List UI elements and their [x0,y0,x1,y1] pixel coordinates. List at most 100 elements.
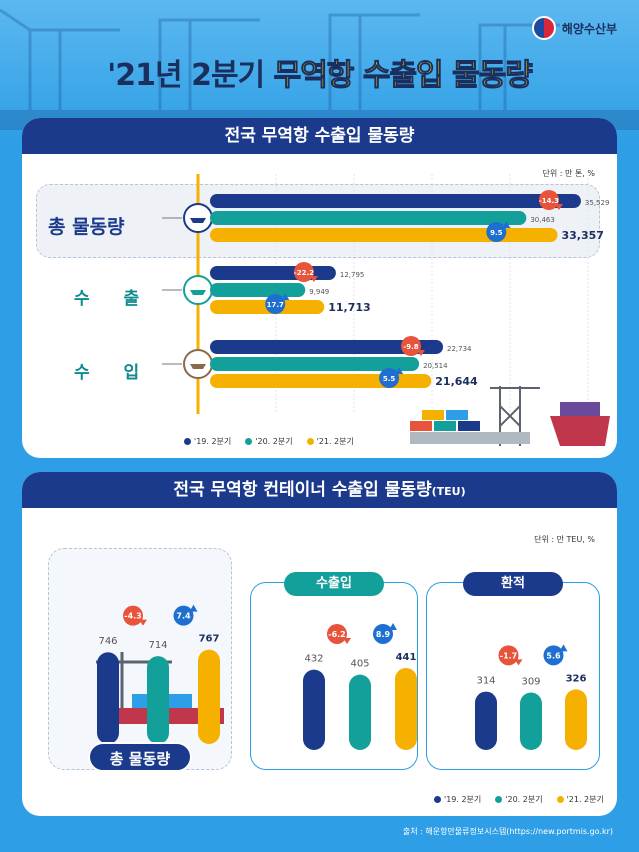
increase-rate: 5.5 [383,375,396,383]
category-label-export: 수 출 [74,289,154,309]
section2-legend: '19. 2분기 '20. 2분기 '21. 2분기 [434,794,604,805]
taegeuk-icon [531,16,556,40]
arrow-up-icon [559,644,568,652]
bar [97,652,119,744]
section2-unit: 단위 : 만 TEU, % [534,535,595,544]
page-title-subject: 무역항 수출입 물동량 [273,58,533,94]
ship-icon-hull [190,364,206,369]
bar [210,266,336,280]
arrow-up-icon [281,293,290,300]
arrow-down-icon [139,619,147,626]
decrease-rate: -4.3 [124,612,142,621]
bar [210,340,444,354]
bar-value-label: 432 [304,654,323,665]
increase-badge [543,645,564,666]
bar [520,692,542,750]
category-label-import: 수 입 [74,363,154,383]
legend-item-2019: '19. 2분기 [434,794,481,805]
horizontal-bar-chart: 35,529 30,463 33,357 -14.3 9.5 12,795 9,949 11,… [162,174,610,414]
section1-unit: 단위 : 만 톤, % [542,169,595,178]
bar-value-label: 314 [476,676,495,687]
bar [210,211,527,225]
ship-icon-hull [190,218,206,223]
increase-rate: 9.5 [490,229,503,237]
legend-item-2020: '20. 2분기 [245,436,293,447]
bar [210,283,306,297]
bar-value-label: 405 [350,659,369,670]
ship-icon-hull [190,290,206,295]
decrease-badge [498,645,519,666]
bar-value-label: 33,357 [562,229,604,242]
bar-value-label: 309 [521,677,540,688]
ministry-name: 해양수산부 [561,21,617,36]
increase-badge [173,605,194,626]
bar [349,674,371,750]
legend-item-2019: '19. 2분기 [184,436,231,447]
arrow-down-icon [554,204,563,210]
legend-item-2020: '20. 2분기 [495,794,543,805]
decrease-rate: -6.2 [328,630,346,639]
increase-rate: 17.7 [267,301,284,309]
bar-value-label: 30,463 [530,216,555,224]
total-volume-badge: 총 물동량 [88,742,192,772]
source-note: 출처 : 해운항만물류정보시스템(https://new.portmis.go.… [402,827,613,836]
increase-rate: 7.4 [176,612,191,621]
bar [210,228,558,242]
arrow-down-icon [514,659,523,666]
increase-rate: 5.6 [546,651,561,660]
bar [210,357,420,371]
bar [198,649,220,744]
page-title-period: '21년 2분기 [107,58,265,93]
increase-badge [265,294,286,314]
arrow-down-icon [417,350,426,356]
decrease-rate: -1.7 [500,651,518,660]
bar-value-label: 12,795 [340,271,365,279]
bar [475,691,497,750]
section2-title-main: 전국 무역항 컨테이너 수출입 물동량 [173,480,432,500]
increase-badge [373,623,393,644]
bar-value-label: 326 [566,673,587,684]
bar [395,667,417,750]
decrease-badge [401,336,422,356]
bar [147,656,169,744]
bar [210,194,581,208]
decrease-rate: -22.2 [294,269,314,277]
arrow-up-icon [502,221,511,228]
bar-value-label: 11,713 [328,301,370,314]
bar-value-label: 35,529 [585,199,610,207]
bar [210,374,432,388]
cargo-volume-panel: 전국 무역항 수출입 물동량 단위 : 만 톤, % 총 물동량 수 출 수 입… [22,118,617,458]
decrease-badge [327,623,347,644]
increase-badge [486,222,507,242]
arrow-down-icon [309,276,318,282]
increase-rate: 8.9 [376,630,391,639]
arrow-up-icon [189,604,198,612]
container-volume-panel: 전국 무역항 컨테이너 수출입 물동량(TEU) 단위 : 만 TEU, % 수… [22,472,617,816]
arrow-up-icon [389,622,397,630]
section2-title-suffix: (TEU) [431,485,466,498]
bar-value-label: 441 [396,652,417,663]
bar-value-label: 21,644 [435,375,478,388]
legend-item-2021: '21. 2분기 [556,794,604,805]
page-title: '21년 2분기 무역항 수출입 물동량 [0,50,639,94]
ministry-logo: 해양수산부 [531,16,617,40]
bar-value-label: 20,514 [423,362,448,370]
decrease-rate: -9.8 [403,343,418,351]
bar-value-label: 746 [98,636,117,647]
legend-item-2021: '21. 2분기 [306,436,354,447]
bar [303,669,325,750]
bar-value-label: 22,734 [447,345,472,353]
decrease-rate: -14.3 [539,197,559,205]
bar-value-label: 767 [199,634,220,645]
import-export-title: 수출입 [284,572,384,596]
bar-value-label: 714 [148,640,167,651]
port-illustration [410,386,610,446]
transshipment-title: 환적 [463,572,563,596]
arrow-down-icon [343,637,351,644]
section1-legend: '19. 2분기 '20. 2분기 '21. 2분기 [184,436,354,447]
bar-value-label: 9,949 [309,288,329,296]
section1-title: 전국 무역항 수출입 물동량 [22,118,617,154]
section2-title: 전국 무역항 컨테이너 수출입 물동량(TEU) [22,472,617,508]
decrease-badge [538,190,559,210]
increase-badge [379,368,400,388]
